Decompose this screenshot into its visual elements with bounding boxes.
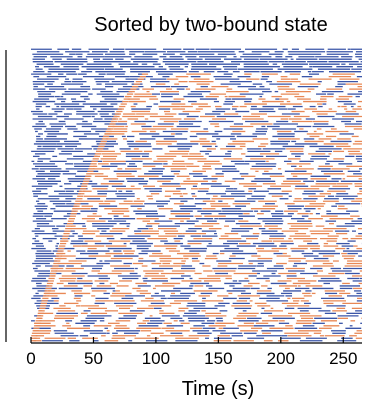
plot-area xyxy=(31,48,362,342)
chart-title: Sorted by two-bound state xyxy=(94,14,327,36)
x-tick-label: 200 xyxy=(267,349,295,368)
x-axis-label: Time (s) xyxy=(182,378,255,400)
x-tick-label: 250 xyxy=(329,349,357,368)
x-tick-label: 0 xyxy=(26,349,35,368)
x-ticks: 0 50 100 150 200 250 xyxy=(26,337,357,368)
x-tick-label: 50 xyxy=(84,349,103,368)
x-tick-label: 100 xyxy=(142,349,170,368)
x-tick-label: 150 xyxy=(204,349,232,368)
